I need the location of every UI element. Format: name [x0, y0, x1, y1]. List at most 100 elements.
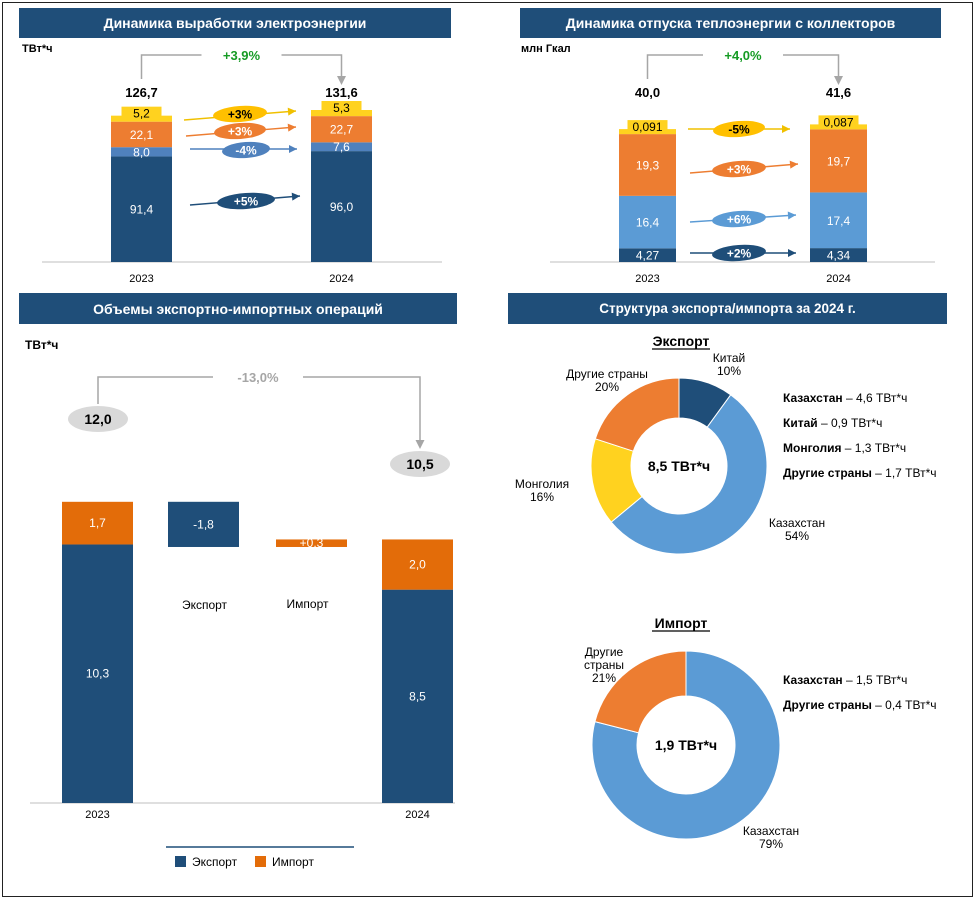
import_pie-slice-0: [591, 650, 781, 840]
heat-label-2024-s3: 0,087: [823, 115, 853, 129]
import_pie-volume-0: Казахстан – 1,5 ТВт*ч: [783, 673, 907, 687]
elec-change-badge-s3-shape: [213, 105, 267, 123]
heat-bar-2024-s0: [810, 248, 867, 262]
elec-total-change-head: [337, 76, 346, 85]
heat-total-2023: 40,0: [635, 85, 660, 100]
elec-unit: ТВт*ч: [22, 43, 53, 55]
trade-label-2023-export: 10,3: [86, 667, 110, 681]
structure-header: Структура экспорта/импорта за 2024 г.: [508, 293, 947, 324]
export_pie-title: Экспорт: [653, 333, 710, 349]
electricity-chart-header: Динамика выработки электроэнергии: [19, 8, 451, 38]
trade-label-2023-import: 1,7: [89, 516, 106, 530]
import_pie-slice-1: [594, 650, 687, 734]
elec-label-2024-s3: 5,3: [333, 101, 350, 115]
elec-change-arrow-s1-head: [289, 145, 297, 153]
heat-unit: млн Гкал: [521, 43, 571, 55]
heat-xtick-2024: 2024: [826, 273, 850, 285]
heat-change-badge-s0-text: +2%: [727, 247, 752, 261]
elec-total-change-label: +3,9%: [223, 48, 261, 63]
export_pie-volume-value-1: – 4,6 ТВт*ч: [843, 391, 908, 405]
trade-total-change: -13,0%: [97, 370, 425, 449]
elec-change-badge-s2-shape: [214, 122, 266, 140]
import_pie-volume-1: Другие страны – 0,4 ТВт*ч: [783, 698, 937, 712]
heat-label-2024-s0: 4,34: [827, 249, 851, 263]
heat-chart: млн Гкал 4,27 16,4 19,3 0,091 2023 40,0 4,34 17,…: [521, 43, 935, 285]
import_pie-slice-name-0-0: Казахстан: [743, 824, 799, 838]
export_pie-volume-0: Китай – 0,9 ТВт*ч: [783, 416, 882, 430]
export_pie-volume-2: Монголия – 1,3 ТВт*ч: [783, 441, 906, 455]
heat-total-change: +4,0%: [646, 48, 843, 85]
elec-label-2023-s1: 8,0: [133, 145, 150, 159]
elec-change-badge-s0-shape: [217, 192, 275, 210]
elec-total-change-right: [281, 54, 343, 77]
elec-total-change: +3,9%: [140, 48, 346, 85]
legend-swatch-import: [255, 856, 266, 867]
legend-swatch-export: [175, 856, 186, 867]
import_pie-center-label: 1,9 ТВт*ч: [655, 737, 717, 753]
export_pie-slice-percent-3: 20%: [595, 380, 619, 394]
heat-change-badge-s1-shape: [712, 210, 766, 228]
elec-label-2024-s2: 22,7: [330, 123, 354, 137]
heat-total-change-right: [783, 54, 840, 77]
elec-bar-2023-s2: [111, 121, 172, 148]
heat-change-badge-s2-shape: [712, 160, 766, 178]
import_pie-slice-name-1-0: Другие: [585, 645, 624, 659]
elec-label-2023-s3: 5,2: [133, 107, 150, 121]
trade-total-2024-badge: [390, 451, 450, 477]
import_pie-title: Импорт: [655, 615, 708, 631]
heat-change-badge-s1-text: +6%: [727, 213, 752, 227]
elec-change-badge-s1: -4%: [222, 141, 270, 159]
heat-chart-header: Динамика отпуска теплоэнергии с коллекто…: [520, 8, 941, 38]
export_pie-slice-name-1-0: Казахстан: [769, 516, 825, 530]
elec-change-badge-s2: +3%: [214, 122, 266, 140]
import_pie-slice-percent-1: 21%: [592, 671, 616, 685]
export_pie-volume-name-2: Монголия: [783, 441, 841, 455]
trade-unit: ТВт*ч: [25, 338, 58, 352]
export_pie-slice-percent-2: 16%: [530, 490, 554, 504]
heat-change-badge-s0: +2%: [712, 244, 766, 262]
elec-total-2024: 131,6: [325, 85, 358, 100]
trade-total-change-head: [415, 440, 425, 449]
elec-total-2023: 126,7: [125, 85, 158, 100]
heat-change-badge-s1: +6%: [712, 210, 766, 228]
elec-change-badge-s1-shape: [222, 141, 270, 159]
elec-label-2024-s0: 96,0: [330, 200, 354, 214]
elec-tag-2024-s3: [321, 101, 362, 115]
export_pie-slice-percent-1: 54%: [785, 529, 809, 543]
elec-xtick-2024: 2024: [329, 273, 353, 285]
heat-label-2024-s2: 19,7: [827, 154, 851, 168]
import_pie-slice-percent-0: 79%: [759, 837, 783, 851]
import_pie-slice-name-1-1: страны: [584, 658, 624, 672]
trade-label-2024-import: 2,0: [409, 558, 426, 572]
heat-change-badge-s2-text: +3%: [727, 163, 752, 177]
trade-xtick-import: Импорт: [287, 597, 329, 611]
elec-change-badge-s3: +3%: [213, 105, 267, 123]
heat-total-2024: 41,6: [826, 85, 851, 100]
trade-bar-2024-export: [382, 589, 453, 803]
heat-change-arrow-s0-head: [788, 249, 796, 257]
heat-bar-2023-s1: [619, 195, 676, 249]
heat-label-2023-s3: 0,091: [632, 120, 662, 134]
elec-bar-2023-s0: [111, 156, 172, 262]
heat-tag-2023-s3: [627, 120, 668, 134]
trade-total-change-label: -13,0%: [237, 370, 279, 385]
trade-total-change-left: [97, 376, 213, 404]
export_pie-slice-name-2-0: Монголия: [515, 477, 569, 491]
export_pie-volume-name-1: Казахстан: [783, 391, 843, 405]
export_pie-volume-3: Другие страны – 1,7 ТВт*ч: [783, 466, 937, 480]
export_pie-center-label: 8,5 ТВт*ч: [648, 458, 710, 474]
elec-bar-2023-s1: [111, 147, 172, 157]
trade-label-export-delta: -1,8: [193, 517, 214, 531]
export_pie-slice-name-3-0: Другие страны: [566, 367, 648, 381]
trade-bar-export-delta: [168, 501, 239, 547]
trade-total-2024: 10,5: [406, 456, 433, 472]
export_pie-slice-name-0-0: Китай: [713, 351, 745, 365]
elec-change-badge-s0: +5%: [217, 192, 275, 210]
trade-total-change-right: [303, 376, 421, 441]
heat-total-change-head: [834, 76, 843, 85]
elec-tag-2023-s3: [121, 106, 162, 120]
heat-change-badge-s3-shape: [713, 120, 765, 138]
trade-bar-2024-import: [382, 539, 453, 590]
